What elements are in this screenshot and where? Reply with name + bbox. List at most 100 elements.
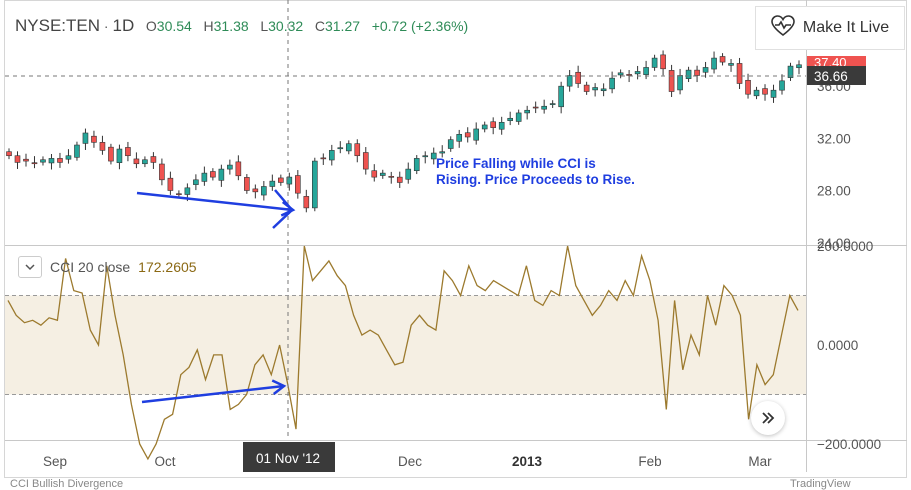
candle-body (592, 87, 598, 91)
candle (413, 155, 420, 175)
candle (23, 153, 29, 167)
price-tick-label: 28.00 (817, 184, 851, 199)
scroll-forward-button[interactable] (751, 401, 785, 435)
candle (583, 81, 590, 95)
candle (711, 51, 717, 74)
candle-body (558, 85, 564, 108)
candle (685, 66, 692, 83)
high-label: H (203, 18, 214, 34)
candle (48, 153, 55, 170)
candle (74, 141, 80, 161)
candle-body (668, 70, 675, 92)
candle-body (617, 72, 624, 76)
candle (328, 144, 335, 166)
candle-body (337, 147, 344, 150)
candle-body (48, 158, 55, 164)
candle (668, 64, 675, 98)
candle-body (677, 75, 683, 91)
candle (99, 135, 106, 155)
candle (40, 156, 46, 166)
candle-body (694, 69, 700, 76)
candle-body (108, 146, 114, 162)
footer-left: CCI Bullish Divergence (10, 478, 124, 490)
candle-body (235, 161, 242, 177)
candle-body (312, 160, 318, 209)
make-it-live-label: Make It Live (802, 19, 890, 36)
candle-body (133, 158, 140, 165)
candle (787, 62, 794, 81)
candle-body (193, 179, 199, 185)
candle (65, 149, 72, 164)
candle (719, 53, 726, 66)
candle-body (634, 71, 641, 75)
candle (261, 181, 267, 201)
candle-body (388, 176, 395, 178)
candle-body (753, 89, 760, 97)
candle (456, 129, 463, 148)
cci-divergence-arrow-shaft (141, 384, 285, 404)
candle (770, 84, 777, 103)
low-label: L (260, 18, 269, 34)
candle (116, 144, 123, 170)
cci-legend-value: 172.2605 (138, 259, 197, 275)
cci-tick-label: 0.0000 (817, 338, 858, 353)
cci-tick-label: 200.0000 (817, 239, 873, 254)
candle (218, 164, 225, 187)
footer-right: TradingView (790, 478, 851, 490)
candle (396, 171, 403, 188)
double-chevron-right-icon (762, 412, 775, 424)
candle (31, 156, 38, 169)
candle-body (583, 84, 590, 92)
symbol-header: NYSE:TEN · 1D O30.54 H31.38 L30.32 C31.2… (15, 16, 469, 35)
candle-body (515, 112, 522, 122)
candle (651, 54, 658, 71)
candle-body (201, 172, 208, 182)
candle (379, 169, 386, 179)
candle (133, 152, 140, 169)
annotation-line-1: Price Falling while CCI is (436, 156, 596, 171)
chart-frame (4, 0, 907, 478)
make-it-live-button[interactable]: Make It Live (755, 6, 905, 50)
cci-divergence-arrow (141, 379, 287, 404)
candle-body (439, 151, 446, 154)
candle (498, 116, 505, 135)
crosshair-date-label: 01 Nov '12 (256, 451, 320, 466)
candle (532, 101, 539, 114)
interval-label[interactable]: 1D (112, 16, 135, 35)
candle-body (575, 71, 581, 84)
candle (634, 65, 641, 80)
candle-body (422, 155, 429, 158)
candle-body (524, 109, 530, 114)
open-label: O (145, 18, 157, 34)
candle-body (473, 128, 480, 141)
candle (235, 155, 242, 181)
candle-body (150, 156, 157, 163)
candle (82, 128, 89, 150)
candle (753, 86, 760, 100)
symbol-name[interactable]: NYSE:TEN (15, 16, 101, 35)
candle (600, 83, 607, 97)
candle (575, 65, 581, 88)
candle-body (447, 139, 454, 149)
candle (14, 151, 21, 169)
candle (371, 164, 378, 182)
candle (201, 166, 208, 186)
candle-body (413, 158, 420, 172)
chevron-down-icon[interactable] (18, 256, 42, 278)
candle (473, 122, 480, 145)
candle-body (269, 180, 276, 187)
candle-body (405, 168, 412, 180)
candle-body (278, 177, 284, 183)
candle (91, 130, 97, 148)
candle (303, 189, 310, 213)
change-value: +0.72 (+2.36%) (371, 18, 469, 34)
cci-line (7, 245, 799, 461)
candle (269, 174, 276, 191)
candle-body (244, 177, 250, 191)
candle-body (796, 64, 802, 69)
candle (524, 105, 530, 120)
candle-body (770, 89, 777, 98)
candle (252, 184, 259, 199)
candle-body (82, 132, 89, 144)
